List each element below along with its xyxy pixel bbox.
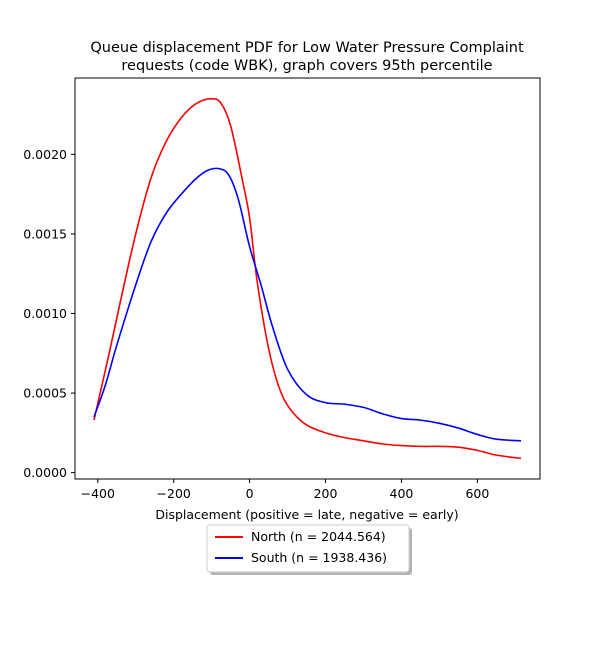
x-axis-label: Displacement (positive = late, negative …: [155, 507, 458, 522]
chart-title-line-2: requests (code WBK), graph covers 95th p…: [121, 58, 492, 74]
legend-label-north: North (n = 2044.564): [251, 529, 386, 544]
x-tick-label: −400: [81, 486, 115, 501]
y-axis: 0.0000 0.0005 0.0010 0.0015 0.0020: [23, 147, 75, 480]
x-tick-label: −200: [157, 486, 191, 501]
legend: North (n = 2044.564) South (n = 1938.436…: [206, 524, 412, 575]
series-line-north: [93, 97, 522, 460]
y-tick-label: 0.0015: [23, 226, 67, 241]
chart-title-line-1: Queue displacement PDF for Low Water Pre…: [90, 40, 524, 56]
x-tick-label: 600: [465, 486, 489, 501]
y-tick-label: 0.0020: [23, 147, 67, 162]
x-axis: −400 −200 0 200 400 600: [81, 479, 489, 501]
legend-label-south: South (n = 1938.436): [251, 550, 387, 565]
legend-box: [206, 524, 410, 573]
x-tick-label: 200: [314, 486, 338, 501]
y-tick-label: 0.0000: [23, 465, 67, 480]
series-line-south: [93, 167, 522, 442]
plot-frame: [74, 77, 541, 480]
y-tick-label: 0.0005: [23, 386, 67, 401]
x-tick-label: 400: [390, 486, 414, 501]
chart-title: Queue displacement PDF for Low Water Pre…: [90, 40, 524, 74]
series-layer: [93, 97, 522, 460]
y-tick-label: 0.0010: [23, 306, 67, 321]
x-tick-label: 0: [246, 486, 254, 501]
